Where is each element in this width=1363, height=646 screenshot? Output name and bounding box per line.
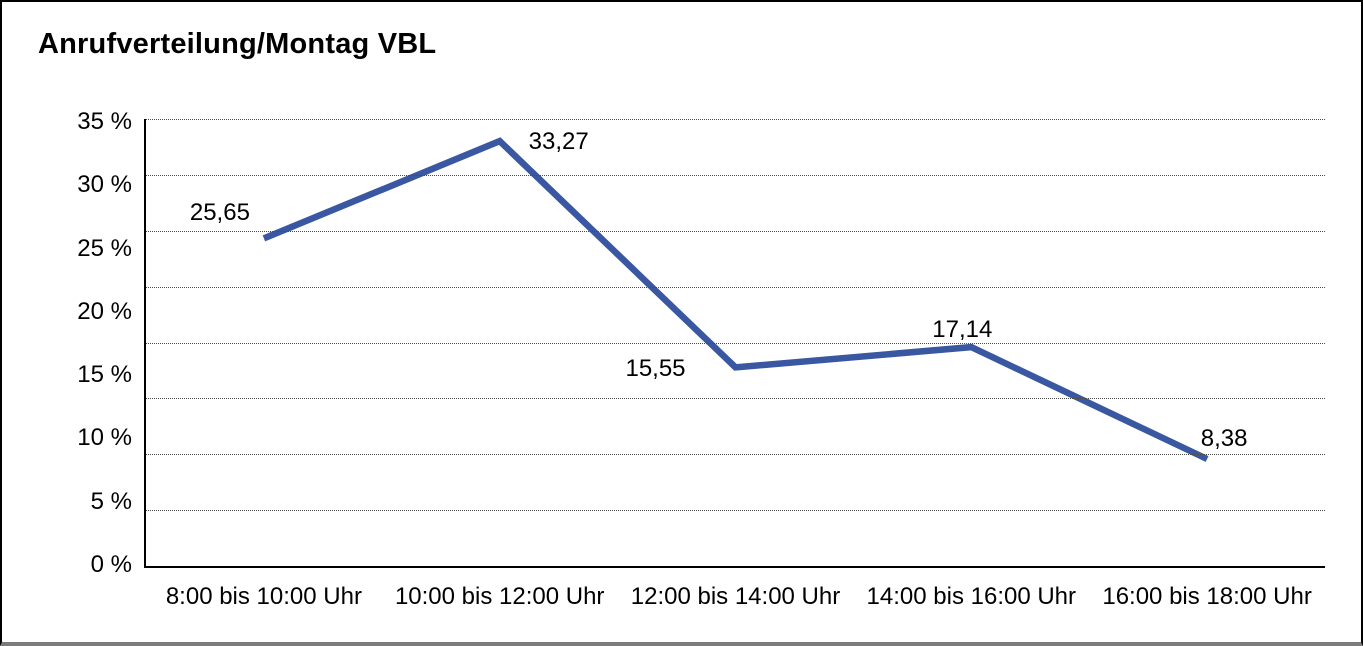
x-axis-category-label: 10:00 bis 12:00 Uhr xyxy=(394,583,605,610)
data-point-label: 15,55 xyxy=(625,355,686,383)
y-axis-tick-label: 25 % xyxy=(77,234,132,262)
gridline xyxy=(146,454,1325,456)
x-axis-category-label: 14:00 bis 16:00 Uhr xyxy=(866,583,1077,610)
data-series-line xyxy=(262,137,1209,462)
y-axis-tick-label: 10 % xyxy=(77,424,132,452)
data-point-label: 17,14 xyxy=(932,316,993,344)
x-axis-line xyxy=(144,566,1325,568)
x-axis-category-label: 8:00 bis 10:00 Uhr xyxy=(165,583,362,610)
gridline xyxy=(146,174,1325,176)
gridline xyxy=(146,230,1325,232)
y-axis-tick-label: 30 % xyxy=(77,171,132,199)
y-axis-tick-label: 15 % xyxy=(77,361,132,389)
y-axis-tick-label: 0 % xyxy=(90,551,132,578)
x-axis-category-label: 16:00 bis 18:00 Uhr xyxy=(1102,583,1312,610)
data-point-label: 25,65 xyxy=(189,199,250,227)
y-axis-tick-label: 20 % xyxy=(77,297,132,325)
y-axis-tick-label: 5 % xyxy=(90,487,132,515)
gridline xyxy=(146,119,1325,120)
data-point-label: 8,38 xyxy=(1200,425,1248,452)
plot-area xyxy=(144,119,1325,568)
x-axis-category-label: 12:00 bis 14:00 Uhr xyxy=(630,583,841,610)
gridline xyxy=(146,398,1325,400)
gridline xyxy=(146,286,1325,288)
y-axis-line xyxy=(144,119,146,568)
gridline xyxy=(146,342,1325,344)
data-point-label: 33,27 xyxy=(528,128,589,156)
chart-title: Anrufverteilung/Montag VBL xyxy=(38,28,437,60)
gridline xyxy=(146,510,1325,512)
line-chart-svg xyxy=(262,137,1209,462)
y-axis-tick-label: 35 % xyxy=(77,108,132,135)
